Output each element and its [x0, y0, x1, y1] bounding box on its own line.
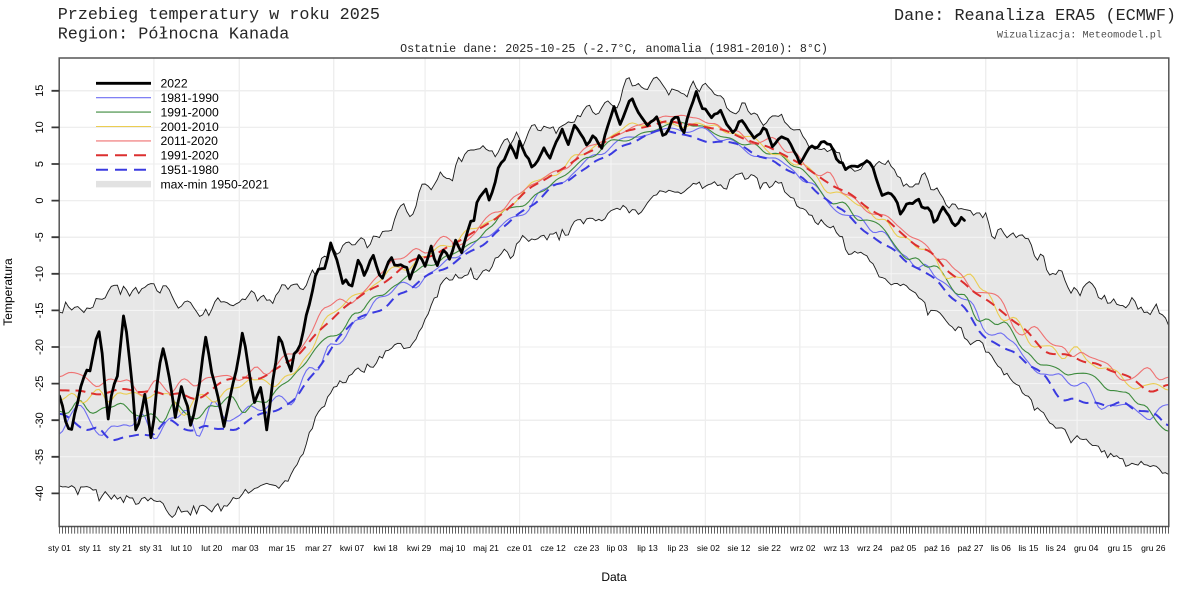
- svg-text:gru 04: gru 04: [1074, 543, 1099, 553]
- svg-text:kwi 18: kwi 18: [373, 543, 398, 553]
- svg-text:lis 24: lis 24: [1046, 543, 1066, 553]
- svg-text:2011-2020: 2011-2020: [161, 134, 219, 148]
- svg-text:mar 03: mar 03: [232, 543, 259, 553]
- svg-text:-15: -15: [34, 302, 46, 318]
- svg-text:kwi 29: kwi 29: [407, 543, 432, 553]
- svg-text:Przebieg temperatury w roku 20: Przebieg temperatury w roku 2025: [58, 6, 380, 25]
- svg-text:wrz 02: wrz 02: [789, 543, 816, 553]
- svg-text:Ostatnie dane: 2025-10-25 (-2.: Ostatnie dane: 2025-10-25 (-2.7°C, anoma…: [400, 42, 828, 56]
- svg-text:-25: -25: [34, 376, 46, 392]
- svg-text:-40: -40: [34, 485, 46, 501]
- svg-text:2022: 2022: [161, 77, 188, 91]
- svg-text:maj 10: maj 10: [440, 543, 466, 553]
- svg-text:wrz 13: wrz 13: [823, 543, 850, 553]
- svg-text:1991-2000: 1991-2000: [161, 105, 220, 119]
- svg-text:-5: -5: [34, 232, 46, 242]
- svg-text:gru 15: gru 15: [1108, 543, 1133, 553]
- svg-text:cze 23: cze 23: [574, 543, 600, 553]
- svg-text:-35: -35: [34, 449, 46, 465]
- svg-text:sty 21: sty 21: [109, 543, 132, 553]
- svg-text:Wizualizacja: Meteomodel.pl: Wizualizacja: Meteomodel.pl: [997, 30, 1162, 42]
- svg-text:wrz 24: wrz 24: [856, 543, 883, 553]
- svg-text:Data: Data: [601, 570, 627, 584]
- svg-text:maj 21: maj 21: [473, 543, 499, 553]
- svg-text:1951-1980: 1951-1980: [161, 163, 220, 177]
- svg-text:cze 01: cze 01: [507, 543, 533, 553]
- svg-text:1991-2020: 1991-2020: [161, 149, 220, 163]
- svg-text:lis 15: lis 15: [1018, 543, 1038, 553]
- svg-text:sie 22: sie 22: [758, 543, 781, 553]
- svg-text:10: 10: [34, 121, 46, 133]
- svg-text:15: 15: [34, 85, 46, 97]
- svg-text:mar 27: mar 27: [305, 543, 332, 553]
- svg-text:gru 26: gru 26: [1141, 543, 1166, 553]
- svg-text:lip 23: lip 23: [668, 543, 689, 553]
- svg-text:sty 31: sty 31: [139, 543, 162, 553]
- svg-text:paź 16: paź 16: [924, 543, 950, 553]
- svg-text:2001-2010: 2001-2010: [161, 120, 220, 134]
- svg-text:paź 05: paź 05: [890, 543, 916, 553]
- svg-text:Dane: Reanaliza ERA5 (ECMWF): Dane: Reanaliza ERA5 (ECMWF): [894, 7, 1176, 26]
- svg-text:sie 02: sie 02: [697, 543, 720, 553]
- svg-text:lip 03: lip 03: [607, 543, 628, 553]
- svg-text:sty 11: sty 11: [79, 543, 102, 553]
- svg-text:0: 0: [34, 198, 46, 204]
- svg-text:1981-1990: 1981-1990: [161, 91, 220, 105]
- svg-text:-10: -10: [34, 266, 46, 282]
- svg-text:kwi 07: kwi 07: [340, 543, 365, 553]
- svg-text:sie 12: sie 12: [727, 543, 750, 553]
- svg-text:cze 12: cze 12: [540, 543, 566, 553]
- svg-text:Temperatura: Temperatura: [1, 258, 15, 326]
- svg-text:lip 13: lip 13: [637, 543, 658, 553]
- svg-text:sty 01: sty 01: [48, 543, 71, 553]
- svg-text:5: 5: [34, 161, 46, 167]
- svg-text:lut 10: lut 10: [171, 543, 192, 553]
- svg-text:-30: -30: [34, 412, 46, 428]
- svg-text:lut 20: lut 20: [201, 543, 222, 553]
- svg-text:mar 15: mar 15: [269, 543, 296, 553]
- svg-text:paź 27: paź 27: [958, 543, 984, 553]
- svg-text:-20: -20: [34, 339, 46, 355]
- svg-text:Region: Północna Kanada: Region: Północna Kanada: [58, 26, 290, 45]
- svg-text:lis 06: lis 06: [991, 543, 1011, 553]
- svg-text:max-min 1950-2021: max-min 1950-2021: [161, 177, 270, 191]
